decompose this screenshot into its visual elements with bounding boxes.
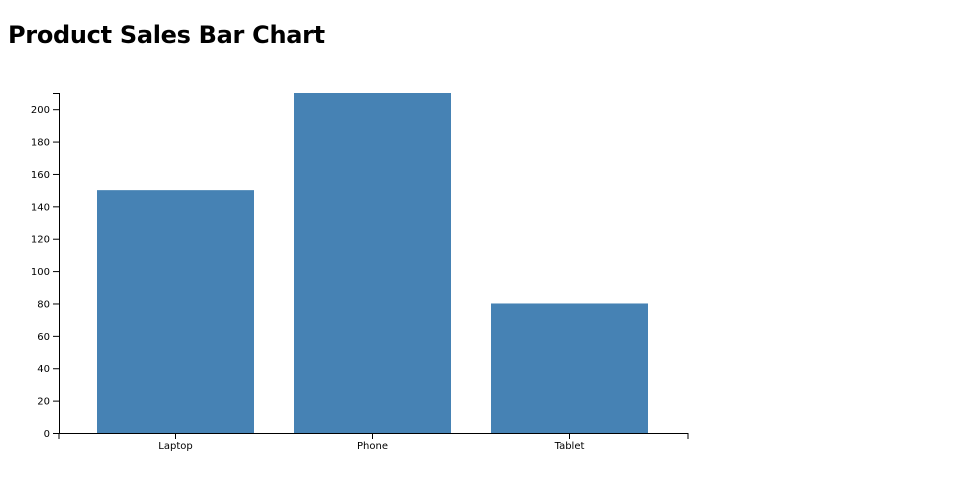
bar-phone bbox=[294, 93, 451, 433]
y-tick-label: 140 bbox=[31, 202, 50, 213]
y-tick: 160 bbox=[31, 170, 59, 181]
y-tick-label: 60 bbox=[37, 332, 50, 343]
y-tick: 180 bbox=[31, 138, 59, 149]
y-tick: 100 bbox=[31, 267, 59, 278]
bar-tablet bbox=[491, 303, 648, 433]
y-tick-label: 40 bbox=[37, 364, 50, 375]
y-tick: 20 bbox=[37, 397, 59, 408]
y-tick: 140 bbox=[31, 202, 59, 213]
x-tick: Laptop bbox=[158, 433, 193, 452]
x-tick-label: Tablet bbox=[554, 441, 585, 452]
y-tick: 40 bbox=[37, 364, 59, 375]
y-tick: 60 bbox=[37, 332, 59, 343]
y-tick-label: 160 bbox=[31, 170, 50, 181]
y-axis bbox=[53, 93, 60, 434]
bar-laptop bbox=[97, 190, 254, 433]
chart-title: Product Sales Bar Chart bbox=[8, 21, 325, 49]
y-tick-label: 0 bbox=[44, 429, 50, 440]
x-axis bbox=[58, 433, 689, 439]
y-tick-label: 20 bbox=[37, 397, 50, 408]
x-tick: Tablet bbox=[554, 433, 585, 452]
y-tick-label: 100 bbox=[31, 267, 50, 278]
x-tick-label: Phone bbox=[357, 441, 388, 452]
y-tick: 200 bbox=[31, 105, 59, 116]
y-tick: 120 bbox=[31, 235, 59, 246]
y-tick-label: 120 bbox=[31, 235, 50, 246]
y-tick: 80 bbox=[37, 299, 59, 310]
x-tick: Phone bbox=[357, 433, 388, 452]
x-tick-label: Laptop bbox=[158, 441, 192, 452]
y-tick: 0 bbox=[44, 429, 59, 440]
y-tick-label: 180 bbox=[31, 138, 50, 149]
y-tick-label: 200 bbox=[31, 105, 50, 116]
y-tick-label: 80 bbox=[37, 299, 50, 310]
